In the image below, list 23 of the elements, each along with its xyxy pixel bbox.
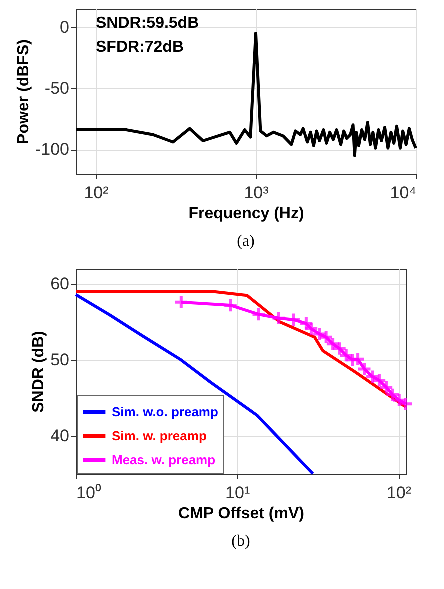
y-tick-label: 60 <box>50 274 70 294</box>
x-tick-label: 10⁰ <box>76 484 102 502</box>
annotation: SFDR:72dB <box>96 39 184 56</box>
annotation: SNDR:59.5dB <box>96 15 200 32</box>
y-tick-label: 40 <box>50 426 70 446</box>
x-axis-title: Frequency (Hz) <box>188 206 304 222</box>
y-tick-label: -100 <box>35 140 70 160</box>
x-tick-label: 10² <box>84 184 110 202</box>
y-tick-label: 0 <box>60 18 70 37</box>
y-axis-title: Power (dBFS) <box>15 40 32 144</box>
legend-label: Sim. w. preamp <box>112 428 207 444</box>
x-tick-label: 10⁴ <box>390 184 416 202</box>
y-tick-label: 50 <box>50 350 70 370</box>
x-tick-label: 10² <box>386 484 412 502</box>
x-tick-label: 10¹ <box>226 484 250 502</box>
legend-label: Meas. w. preamp <box>112 452 216 468</box>
text: (a) <box>237 233 255 250</box>
text: (b) <box>232 533 250 550</box>
y-tick-label: -50 <box>44 78 70 98</box>
y-axis-title: SNDR (dB) <box>30 331 48 413</box>
legend-label: Sim. w.o. preamp <box>112 404 218 420</box>
x-tick-label: 10³ <box>244 184 270 202</box>
x-axis-title: CMP Offset (mV) <box>178 506 304 522</box>
